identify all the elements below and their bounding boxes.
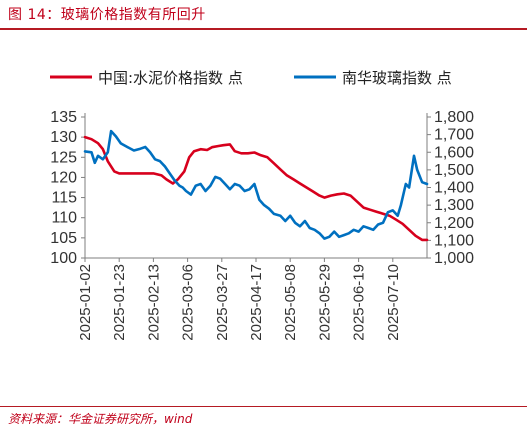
y-right-tick-label: 1,300 [434,197,474,214]
y-right-tick-label: 1,400 [434,180,474,197]
series-line-cement [83,135,429,242]
legend-label: 南华玻璃指数 点 [342,69,452,87]
axes: 1001051101151201251301351,0001,1001,2001… [50,109,474,341]
series-lines [83,129,429,242]
x-tick-label: 2025-06-19 [351,264,368,341]
x-tick-label: 2025-03-06 [180,264,197,341]
x-tick-label: 2025-07-10 [385,264,402,341]
y-right-tick-label: 1,800 [434,109,474,126]
y-right-tick-label: 1,600 [434,144,474,161]
y-right-tick-label: 1,500 [434,162,474,179]
x-tick-label: 2025-02-13 [145,264,162,341]
title-rule [0,28,527,30]
y-right-tick-label: 1,700 [434,127,474,144]
legend: 中国:水泥价格指数 点 南华玻璃指数 点 [50,69,452,87]
x-tick-label: 2025-01-02 [77,264,94,341]
y-left-tick-label: 125 [50,149,77,166]
x-tick-label: 2025-01-23 [111,264,128,341]
y-left-tick-label: 120 [50,169,77,186]
source-note: 资料来源：华金证券研究所，wind [8,412,193,426]
legend-label: 中国:水泥价格指数 点 [98,69,243,87]
y-right-tick-label: 1,200 [434,215,474,232]
y-left-tick-label: 100 [50,250,77,267]
y-right-tick-label: 1,100 [434,232,474,249]
x-tick-label: 2025-04-17 [248,264,265,341]
y-left-tick-label: 105 [50,230,77,247]
x-tick-label: 2025-05-08 [282,264,299,341]
x-tick-label: 2025-03-27 [214,264,231,341]
y-left-tick-label: 115 [51,190,77,207]
y-left-tick-label: 110 [51,210,77,227]
series-line-glass [83,129,429,240]
source-rule [0,406,527,407]
figure-title: 图 14：玻璃价格指数有所回升 [8,7,206,23]
x-tick-label: 2025-05-29 [316,264,333,341]
y-left-tick-label: 130 [50,129,77,146]
y-left-tick-label: 135 [50,109,77,126]
y-right-tick-label: 1,000 [434,250,474,267]
